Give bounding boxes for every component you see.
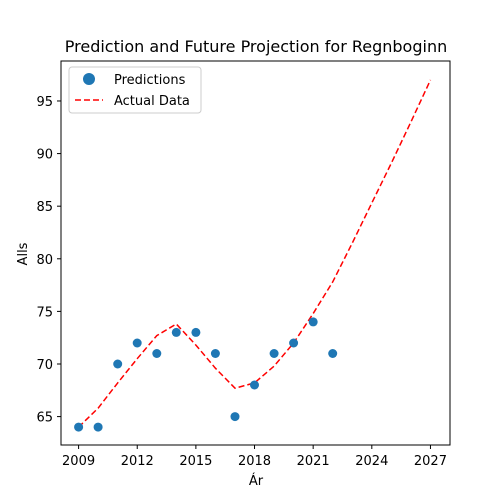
prediction-point (132, 338, 142, 348)
prediction-point (308, 317, 318, 327)
x-tick-label: 2027 (414, 454, 447, 469)
legend: Predictions Actual Data (68, 66, 202, 114)
legend-scatter-marker (83, 73, 95, 85)
prediction-point (328, 349, 338, 358)
plot-frame (60, 60, 451, 446)
y-tick-label: 75 (36, 305, 53, 320)
legend-box (68, 66, 202, 114)
y-axis-label: Alls (16, 242, 31, 265)
prediction-point (113, 359, 123, 369)
y-tick-label: 85 (36, 200, 53, 215)
y-axis: 65 70 75 80 85 90 95 (36, 95, 61, 426)
prediction-point (250, 380, 259, 390)
chart-title: Prediction and Future Projection for Reg… (65, 37, 447, 56)
y-tick-label: 65 (36, 411, 53, 426)
legend-label-actual-data: Actual Data (114, 94, 190, 109)
plot-area (74, 79, 432, 432)
x-tick-label: 2009 (62, 454, 95, 469)
prediction-point (171, 327, 181, 337)
prediction-point (93, 422, 103, 432)
legend-label-predictions: Predictions (114, 73, 186, 88)
prediction-point (230, 412, 240, 422)
actual-data-line (78, 79, 432, 428)
prediction-point (289, 338, 299, 348)
x-tick-label: 2024 (355, 454, 388, 469)
prediction-point (152, 349, 162, 358)
y-tick-label: 90 (36, 148, 53, 163)
y-tick-label: 70 (36, 358, 53, 373)
prediction-point (210, 349, 220, 358)
x-tick-label: 2015 (179, 454, 212, 469)
x-axis-label: Ár (249, 473, 264, 489)
y-tick-label: 95 (36, 95, 53, 110)
x-tick-label: 2018 (238, 454, 271, 469)
y-tick-label: 80 (36, 253, 53, 268)
prediction-point (74, 422, 84, 432)
x-tick-label: 2021 (297, 454, 330, 469)
x-axis: 2009 2012 2015 2018 2021 2024 2027 (62, 445, 447, 469)
x-tick-label: 2012 (121, 454, 154, 469)
prediction-point (191, 327, 201, 337)
prediction-point (269, 349, 279, 358)
